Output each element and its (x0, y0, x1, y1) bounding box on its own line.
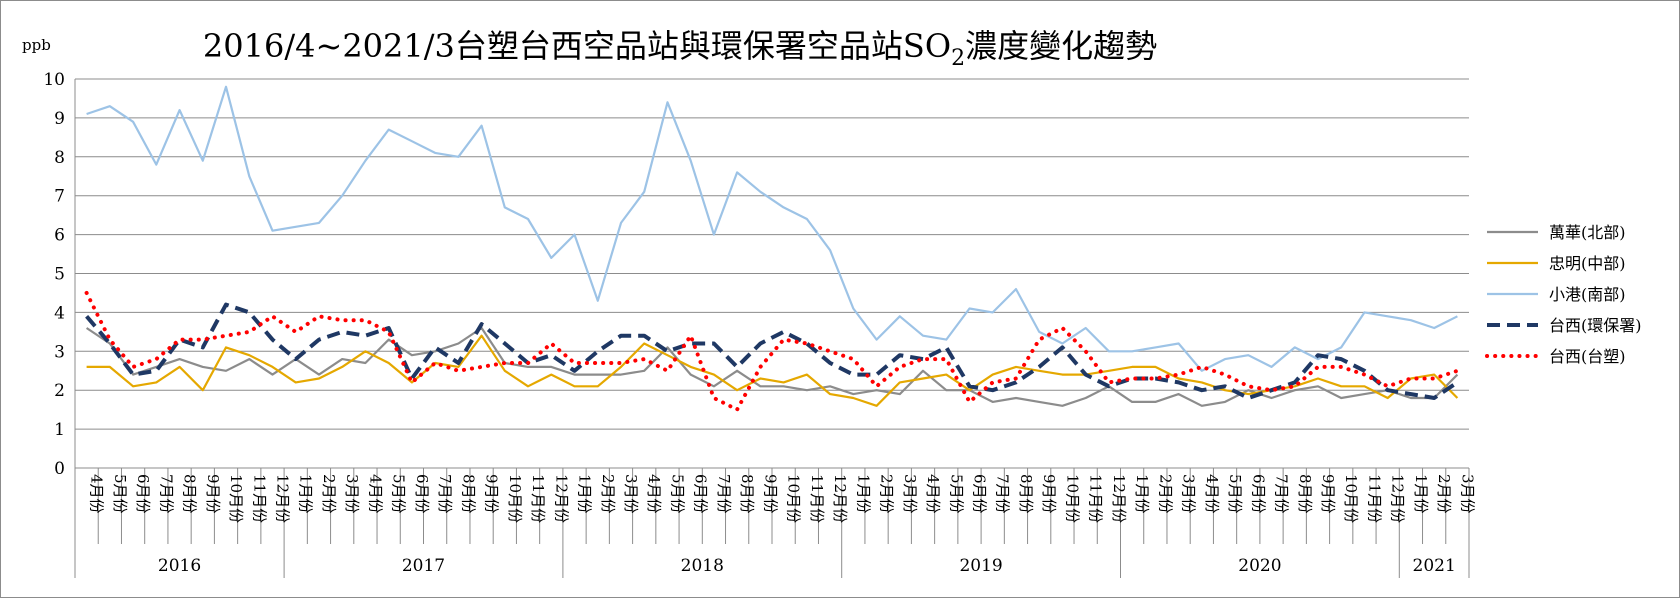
x-month-label: 5月份 (947, 474, 965, 514)
x-month-label: 11月份 (808, 474, 826, 523)
x-month-label: 5月份 (1226, 474, 1244, 514)
y-axis-unit-label: ppb (22, 36, 51, 54)
series-line-3 (85, 302, 1459, 400)
x-month-label: 11月份 (1087, 474, 1105, 523)
x-month-label: 12月份 (552, 474, 570, 523)
x-year-label: 2017 (402, 556, 445, 576)
x-month-label: 12月份 (1110, 474, 1128, 523)
x-month-label: 6月份 (413, 474, 431, 514)
x-month-label: 8月份 (1296, 474, 1314, 514)
x-month-label: 7月份 (157, 474, 175, 514)
x-month-label: 2月份 (1435, 474, 1453, 514)
x-month-label: 12月份 (273, 474, 291, 523)
x-month-label: 6月份 (692, 474, 710, 514)
y-tick-label: 10 (43, 70, 65, 90)
x-year-label: 2020 (1238, 556, 1281, 576)
legend-label: 台西(環保署) (1549, 316, 1642, 335)
x-month-label: 8月份 (738, 474, 756, 514)
x-month-label: 3月份 (1180, 474, 1198, 514)
x-month-label: 5月份 (390, 474, 408, 514)
x-month-label: 5月份 (111, 474, 129, 514)
x-month-label: 2月份 (320, 474, 338, 514)
x-month-label: 10月份 (1342, 474, 1360, 523)
x-month-label: 2月份 (878, 474, 896, 514)
y-tick-label: 3 (54, 342, 65, 362)
legend-label: 小港(南部) (1549, 285, 1626, 304)
y-tick-label: 0 (54, 459, 65, 479)
series-line-2 (86, 85, 1458, 372)
x-month-label: 3月份 (901, 474, 919, 514)
series-line-0 (85, 326, 1459, 407)
x-month-label: 9月份 (204, 474, 222, 514)
x-month-label: 1月份 (297, 474, 315, 514)
x-month-label: 3月份 (1458, 474, 1476, 514)
x-month-label: 9月份 (761, 474, 779, 514)
x-month-label: 1月份 (1412, 474, 1430, 514)
x-month-label: 12月份 (1389, 474, 1407, 523)
x-month-label: 9月份 (1040, 474, 1058, 514)
x-month-label: 2月份 (599, 474, 617, 514)
x-month-label: 1月份 (854, 474, 872, 514)
x-month-label: 7月份 (1273, 474, 1291, 514)
x-month-label: 9月份 (1319, 474, 1337, 514)
x-month-label: 10月份 (1063, 474, 1081, 523)
x-month-label: 1月份 (576, 474, 594, 514)
legend: 萬華(北部) 忠明(中部) 小港(南部) 台西(環保署) 台西(台塑) (1485, 223, 1642, 366)
x-month-label: 11月份 (1365, 474, 1383, 523)
x-month-label: 12月份 (831, 474, 849, 523)
x-month-label: 5月份 (668, 474, 686, 514)
y-tick-label: 1 (54, 420, 65, 440)
legend-label: 萬華(北部) (1549, 223, 1626, 242)
y-tick-label: 5 (54, 265, 65, 285)
x-month-label: 8月份 (459, 474, 477, 514)
x-month-label: 11月份 (529, 474, 547, 523)
x-month-label: 4月份 (924, 474, 942, 514)
series-line-4 (84, 290, 1460, 412)
x-month-label: 7月份 (994, 474, 1012, 514)
y-tick-label: 4 (54, 303, 65, 323)
x-month-label: 3月份 (343, 474, 361, 514)
x-month-label: 10月份 (506, 474, 524, 523)
series-line-1 (86, 334, 1459, 407)
x-month-label: 10月份 (785, 474, 803, 523)
x-month-label: 4月份 (88, 474, 106, 514)
x-month-label: 6月份 (134, 474, 152, 514)
x-month-label: 4月份 (645, 474, 663, 514)
legend-label: 台西(台塑) (1549, 347, 1626, 366)
x-year-label: 2021 (1413, 556, 1456, 576)
x-axis: 4月份 5月份 6月份 7月份 8月份 9月份 10月份 11月份 12月份 1月份 2月份 3月份 4… (74, 468, 1476, 578)
y-tick-label: 6 (54, 226, 65, 246)
x-month-label: 8月份 (1017, 474, 1035, 514)
x-month-label: 9月份 (483, 474, 501, 514)
x-month-label: 11月份 (250, 474, 268, 523)
x-year-label: 2016 (158, 556, 201, 576)
x-year-label: 2019 (959, 556, 1002, 576)
y-tick-label: 7 (54, 187, 65, 207)
x-month-label: 8月份 (181, 474, 199, 514)
chart-title: 2016/4~2021/3台塑台西空品站與環保署空品站SO2濃度變化趨勢 (203, 27, 1157, 71)
x-month-label: 10月份 (227, 474, 245, 523)
y-tick-label: 8 (54, 148, 65, 168)
x-month-label: 1月份 (1133, 474, 1151, 514)
series-lines (84, 85, 1460, 412)
x-month-label: 6月份 (970, 474, 988, 514)
x-year-label: 2018 (681, 556, 724, 576)
y-tick-label: 2 (54, 381, 65, 401)
x-month-label: 7月份 (715, 474, 733, 514)
x-month-label: 7月份 (436, 474, 454, 514)
x-month-label: 3月份 (622, 474, 640, 514)
legend-label: 忠明(中部) (1549, 254, 1626, 273)
x-month-label: 6月份 (1249, 474, 1267, 514)
x-month-label: 4月份 (366, 474, 384, 514)
x-month-label: 4月份 (1203, 474, 1221, 514)
y-tick-label: 9 (54, 109, 65, 129)
x-month-label: 2月份 (1156, 474, 1174, 514)
y-axis-ticks: 0 1 2 3 4 5 6 7 8 9 10 (43, 70, 65, 479)
